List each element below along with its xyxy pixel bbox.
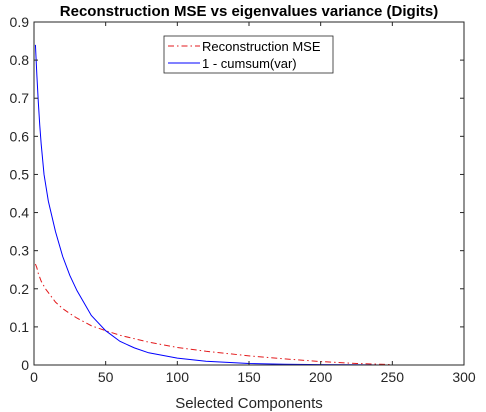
x-tick-label: 100 [166,369,190,385]
series-line-1-cumsum-var [34,44,393,366]
x-tick-label: 300 [452,369,476,385]
x-axis: 0 50 100 150 200 250 300 [30,22,476,385]
legend-label-reconstruction-mse: Reconstruction MSE [202,39,321,54]
x-tick-label: 150 [237,369,261,385]
y-tick-label: 0.2 [10,281,30,297]
y-tick-label: 0.1 [10,319,30,335]
series-layer [34,44,393,366]
y-axis: 0 0.1 0.2 0.3 0.4 0.5 0.6 0.7 0.8 0.9 [10,14,464,373]
plot-area [34,22,464,365]
y-tick-label: 0.6 [10,128,30,144]
chart-title: Reconstruction MSE vs eigenvalues varian… [60,3,438,20]
x-tick-label: 0 [30,369,38,385]
series-line-reconstruction-mse [34,263,393,366]
x-tick-label: 50 [98,369,114,385]
x-tick-label: 200 [309,369,333,385]
legend-label-1-cumsum-var: 1 - cumsum(var) [202,56,297,71]
x-axis-label: Selected Components [175,395,323,412]
y-tick-label: 0.8 [10,52,30,68]
y-tick-label: 0.5 [10,166,30,182]
y-tick-label: 0 [21,357,29,373]
y-tick-label: 0.9 [10,14,30,30]
x-tick-label: 250 [381,369,405,385]
y-tick-label: 0.4 [10,205,30,221]
y-tick-label: 0.7 [10,90,30,106]
y-tick-label: 0.3 [10,243,30,259]
legend: Reconstruction MSE 1 - cumsum(var) [163,35,334,74]
legend-box [163,35,334,74]
